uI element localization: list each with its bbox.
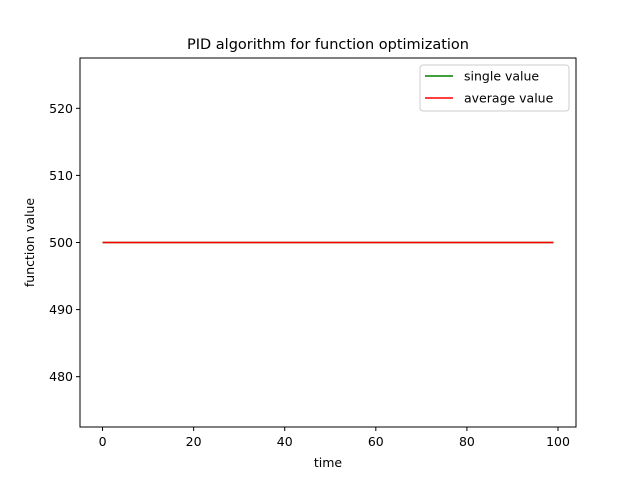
y-axis-label: function value xyxy=(22,198,37,287)
x-tick-label: 80 xyxy=(459,434,475,449)
y-tick-label: 510 xyxy=(49,168,73,183)
x-tick-label: 20 xyxy=(186,434,202,449)
legend-label-single-value: single value xyxy=(464,69,539,84)
y-tick-label: 520 xyxy=(49,101,73,116)
axes-frame xyxy=(79,57,577,428)
x-tick-label: 0 xyxy=(99,434,107,449)
y-tick-label: 490 xyxy=(49,302,73,317)
x-ticks: 0 20 40 60 80 100 xyxy=(99,427,570,449)
x-tick-label: 100 xyxy=(546,434,570,449)
y-ticks: 480 490 500 510 520 xyxy=(49,101,80,384)
y-tick-label: 480 xyxy=(49,369,73,384)
legend-box xyxy=(419,64,570,112)
x-tick-label: 40 xyxy=(277,434,293,449)
legend-label-average-value: average value xyxy=(464,91,554,106)
x-tick-label: 60 xyxy=(368,434,384,449)
x-axis-label: time xyxy=(314,455,343,470)
chart-title: PID algorithm for function optimization xyxy=(187,37,469,53)
y-tick-label: 500 xyxy=(49,235,73,250)
legend: single value average value xyxy=(419,64,570,112)
